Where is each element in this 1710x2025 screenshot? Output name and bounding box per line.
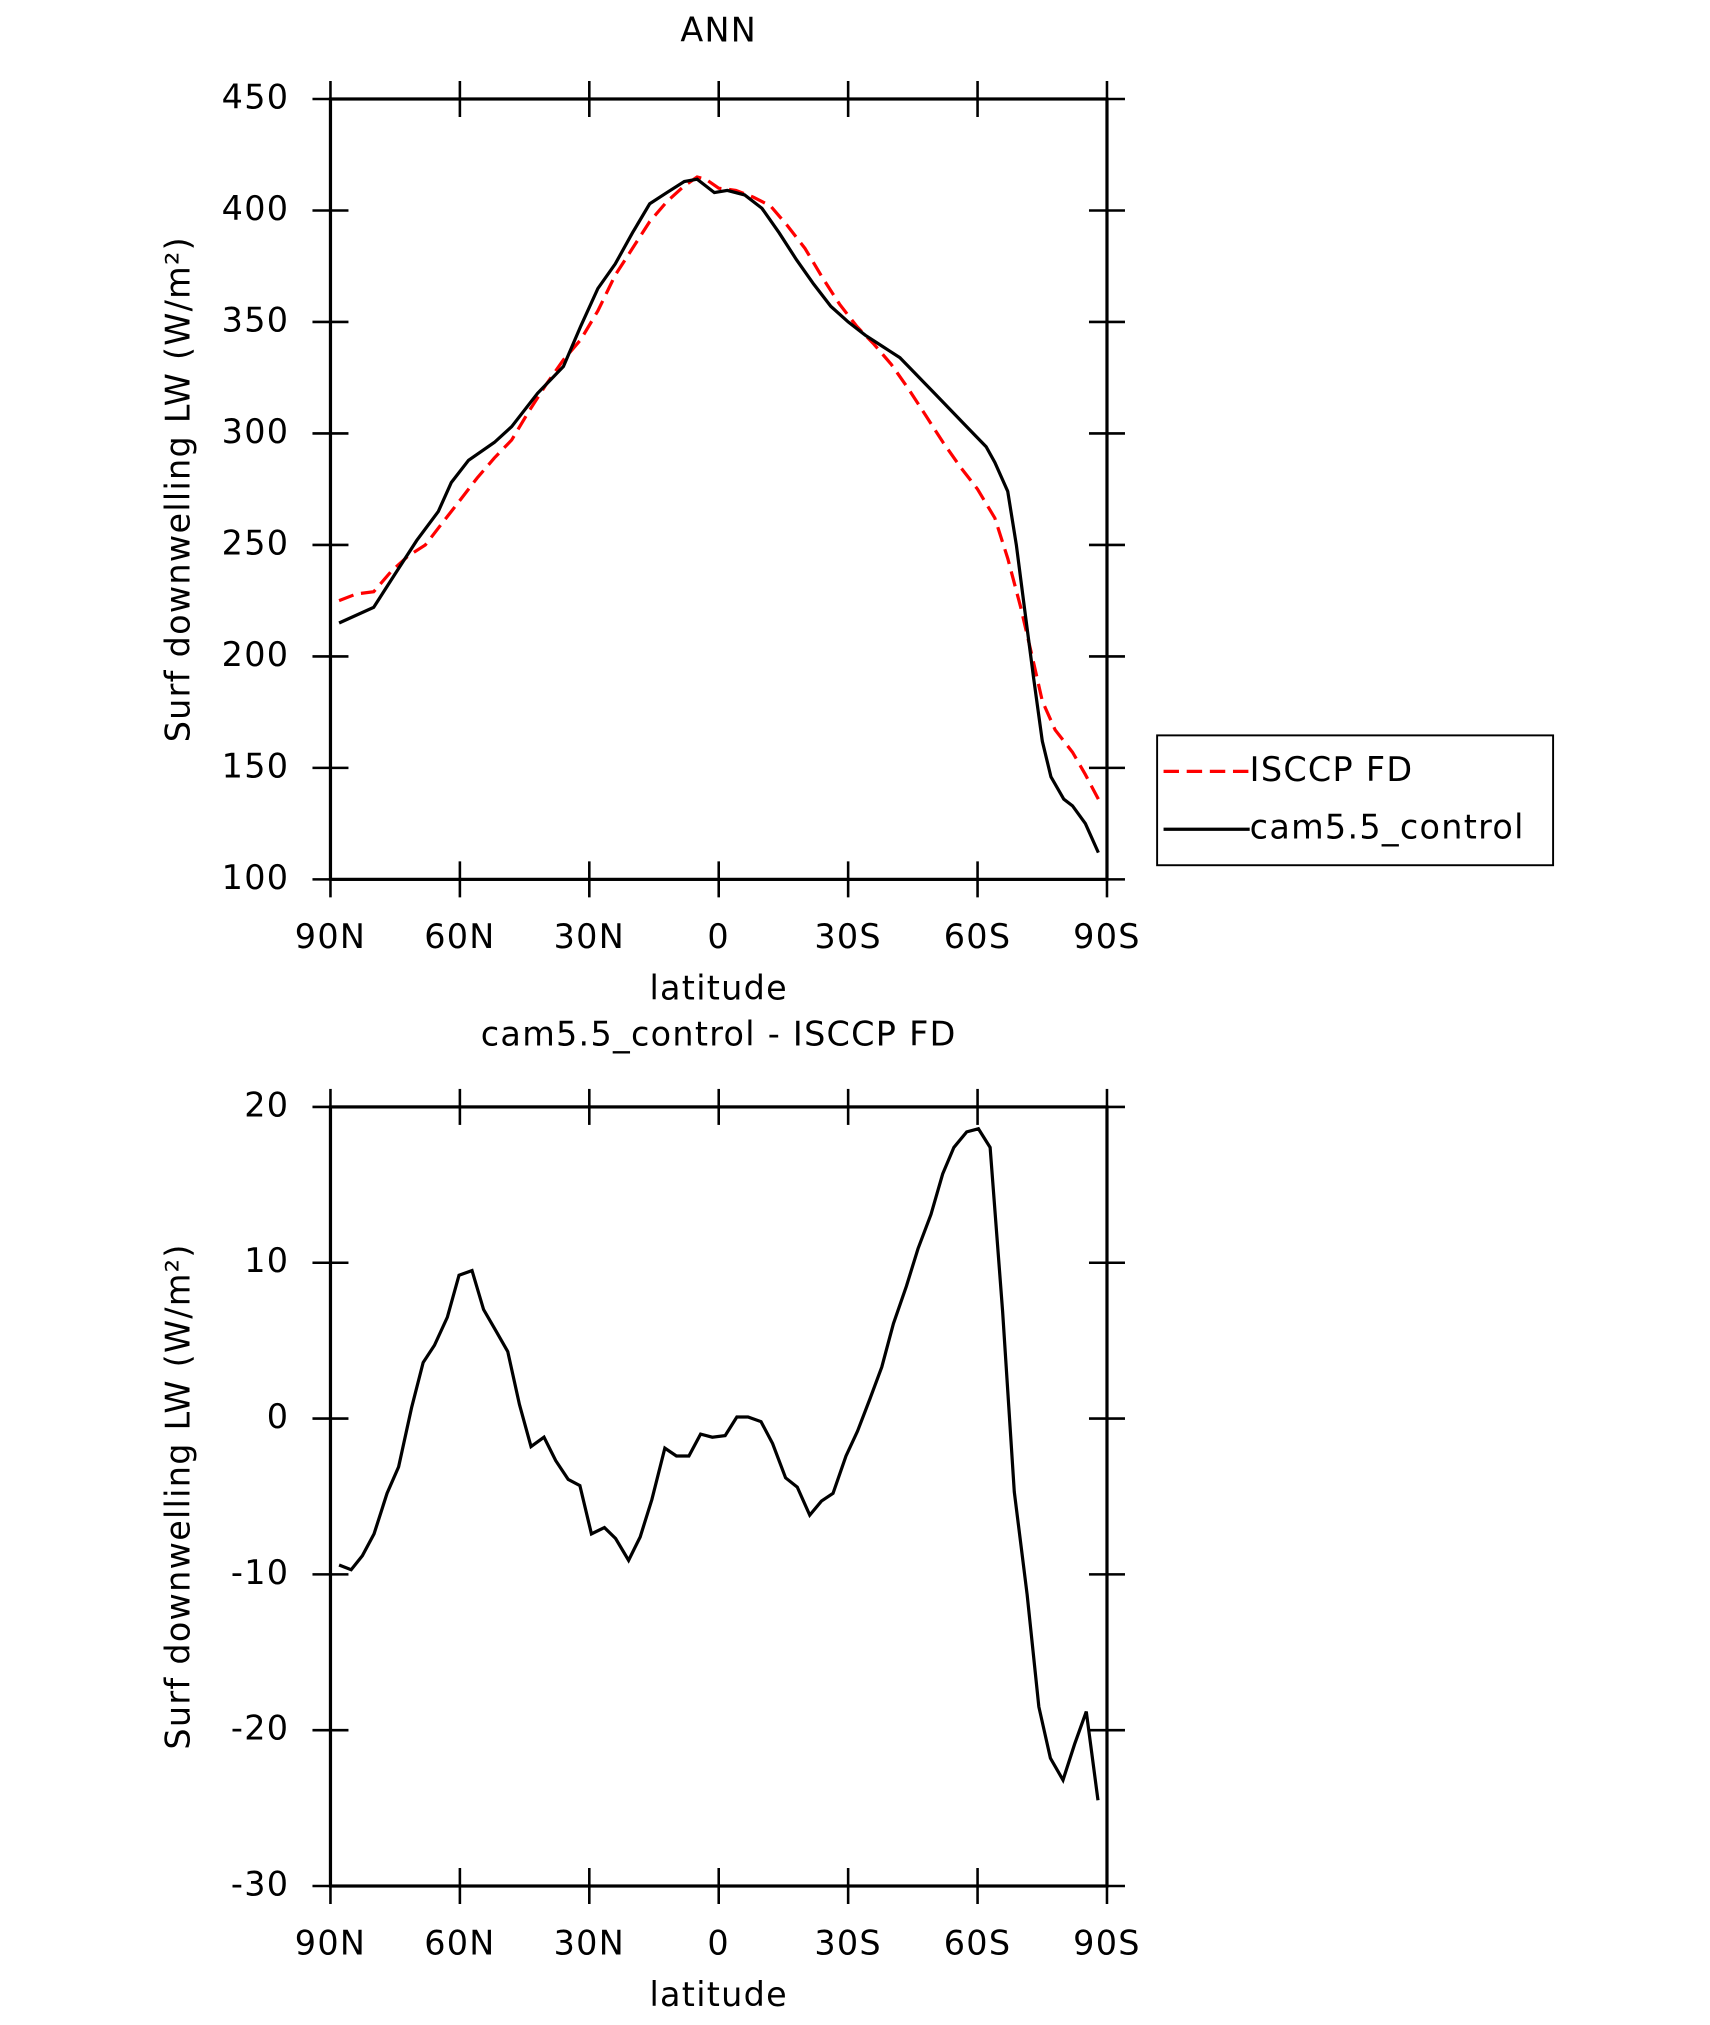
- y-tick-label: 100: [222, 858, 290, 897]
- x-tick-label: 90N: [295, 1924, 366, 1963]
- x-axis-label: latitude: [649, 1975, 787, 2014]
- legend-box: [1156, 734, 1555, 867]
- chart-title: ANN: [680, 11, 757, 50]
- y-axis-label: Surf downwelling LW (W/m²): [159, 1243, 198, 1749]
- y-tick-label: -10: [231, 1553, 289, 1592]
- x-tick-label: 90S: [1073, 1924, 1141, 1963]
- y-tick-label: -30: [231, 1865, 289, 1904]
- y-tick-label: 0: [267, 1397, 290, 1436]
- y-tick-label: 350: [222, 300, 290, 339]
- x-tick-label: 60S: [944, 917, 1012, 956]
- x-tick-label: 0: [707, 917, 730, 956]
- x-tick-label: 30N: [554, 917, 625, 956]
- y-tick-label: 10: [244, 1241, 289, 1280]
- data-line: [338, 175, 1100, 800]
- x-tick-label: 60N: [424, 1924, 495, 1963]
- x-tick-label: 60N: [424, 917, 495, 956]
- x-tick-label: 90S: [1073, 917, 1141, 956]
- x-tick-label: 90N: [295, 917, 366, 956]
- y-tick-label: 20: [244, 1085, 289, 1124]
- x-tick-label: 30N: [554, 1924, 625, 1963]
- y-tick-label: 400: [222, 189, 290, 228]
- y-tick-label: 300: [222, 412, 290, 451]
- data-line: [338, 1126, 1100, 1801]
- y-tick-label: 450: [222, 77, 290, 116]
- legend-label: cam5.5_control: [1250, 808, 1525, 847]
- x-tick-label: 30S: [814, 917, 882, 956]
- x-tick-label: 60S: [944, 1924, 1012, 1963]
- chart-title: cam5.5_control - ISCCP FD: [481, 1015, 957, 1054]
- data-line: [338, 177, 1100, 854]
- y-tick-label: 150: [222, 746, 290, 785]
- x-tick-label: 30S: [814, 1924, 882, 1963]
- y-axis-label: Surf downwelling LW (W/m²): [159, 236, 198, 742]
- y-tick-label: -20: [231, 1709, 289, 1748]
- x-tick-label: 0: [707, 1924, 730, 1963]
- plot-frame: [328, 1105, 1109, 1888]
- y-tick-label: 250: [222, 523, 290, 562]
- y-tick-label: 200: [222, 635, 290, 674]
- x-axis-label: latitude: [649, 968, 787, 1007]
- legend-label: ISCCP FD: [1250, 750, 1414, 789]
- plot-frame: [328, 97, 1109, 881]
